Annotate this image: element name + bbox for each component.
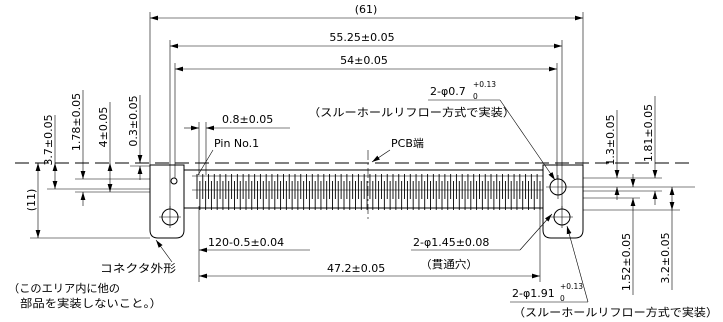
small-hole-label: 2-φ0.7 xyxy=(430,85,466,98)
dimension-text-overall-height: (11) xyxy=(25,189,38,212)
large-hole-callout: 2-φ1.91 +0.13 0 （スルーホールリフロー方式で実装） xyxy=(510,225,718,319)
bottom-dimensions: 120-0.5±0.04 47.2±0.05 xyxy=(198,206,541,282)
top-dimensions: (61) 55.25±0.05 54±0.05 xyxy=(149,3,584,209)
dimension-text-first: 3.7±0.05 xyxy=(42,114,55,165)
outline-callout: コネクタ外形 （このエリア内に他の 部品を実装しないこと。） xyxy=(8,239,176,310)
dimension-text-outer-hole-pitch: 55.25±0.05 xyxy=(329,31,394,44)
large-hole-tolerance-upper: +0.13 xyxy=(560,282,583,291)
through-hole-leader xyxy=(519,213,553,251)
large-hole-leader xyxy=(566,225,589,303)
dimension-text-pin-span: 120-0.5±0.04 xyxy=(208,236,284,249)
small-hole-callout: 2-φ0.7 +0.13 0 （スルーホールリフロー方式で実装） xyxy=(308,80,556,181)
through-hole-label: 2-φ1.45±0.08 xyxy=(413,236,489,249)
dimension-text-hole-span: 47.2±0.05 xyxy=(327,262,385,275)
right-dimensions: 1.3±0.05 1.81±0.05 1.52±0.05 3.2±0.05 xyxy=(570,96,695,295)
dimension-text-upper-second: 1.81±0.05 xyxy=(642,104,655,162)
outline-note-line1: （このエリア内に他の xyxy=(8,281,120,295)
small-hole-tolerance-lower: 0 xyxy=(473,92,478,101)
pin1-marker-circle xyxy=(170,177,178,185)
outline-note-line2: 部品を実装しないこと。） xyxy=(20,296,162,310)
outline-label: コネクタ外形 xyxy=(100,262,176,275)
through-hole-note: （貫通穴） xyxy=(420,257,478,271)
dimension-text-inner-hole-pitch: 54±0.05 xyxy=(340,54,388,67)
dimension-text-second: 1.78±0.05 xyxy=(70,93,83,151)
pcb-edge-label: PCB端 xyxy=(391,137,424,150)
through-hole-callout: 2-φ1.45±0.08 （貫通穴） xyxy=(411,213,553,271)
small-hole-tolerance-upper: +0.13 xyxy=(473,80,496,89)
outline-leader xyxy=(155,239,173,263)
pcb-edge-leader xyxy=(371,149,391,163)
connector-outline xyxy=(149,150,584,239)
large-hole-tolerance-lower: 0 xyxy=(560,294,565,303)
contact-pins xyxy=(196,174,541,210)
dimension-text-upper-first: 1.3±0.05 xyxy=(604,114,617,165)
dimension-text-fourth: 0.3±0.05 xyxy=(127,95,140,146)
connector-body xyxy=(183,169,544,209)
large-hole-note: （スルーホールリフロー方式で実装） xyxy=(513,305,718,319)
pin1-leader xyxy=(197,149,214,176)
small-hole-note: （スルーホールリフロー方式で実装） xyxy=(308,105,515,119)
dimension-text-lower-second: 3.2±0.05 xyxy=(659,232,672,283)
dimension-text-lower-first: 1.52±0.05 xyxy=(620,233,633,291)
pitch-dimension: 0.8±0.05 xyxy=(184,113,290,175)
dimension-text-third: 4±0.05 xyxy=(97,107,110,148)
right-flange xyxy=(542,164,584,239)
pin1-label: Pin No.1 xyxy=(214,137,259,150)
small-hole-leader xyxy=(499,99,556,181)
dimension-text-overall-width: (61) xyxy=(355,3,378,16)
pitch-dimension-text: 0.8±0.05 xyxy=(222,113,273,126)
left-dimensions: 3.7±0.05 1.78±0.05 4±0.05 0.3±0.05 (11) xyxy=(25,90,150,239)
large-hole-label: 2-φ1.91 xyxy=(512,287,555,300)
left-flange xyxy=(149,164,185,239)
